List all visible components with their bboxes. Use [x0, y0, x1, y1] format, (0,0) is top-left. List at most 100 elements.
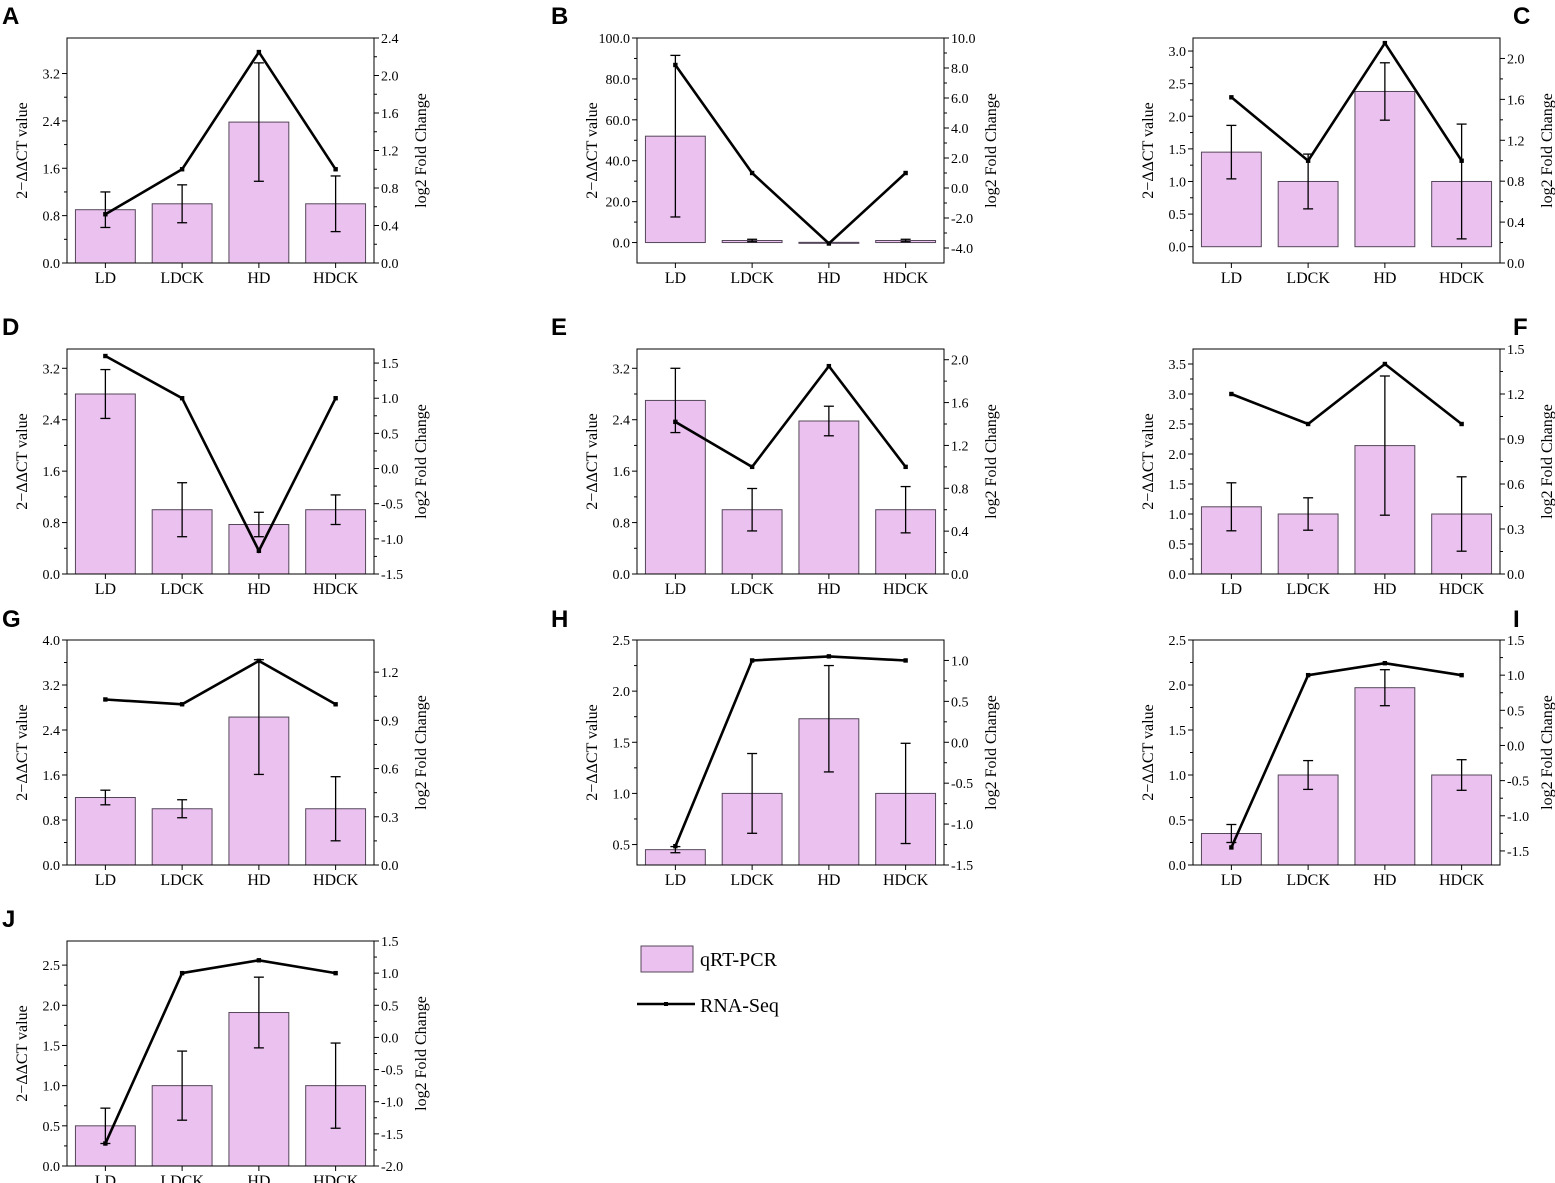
y-tick-label-d-4: 3.2	[43, 362, 61, 377]
y-tick-label-c-1: 0.5	[1169, 208, 1187, 223]
rnaseq-point-c-1	[1305, 158, 1311, 163]
bar-e-hd	[798, 420, 860, 575]
y-tick-label-g-3: 2.4	[43, 724, 61, 739]
legend-line-label: RNA-Seq	[700, 995, 779, 1017]
y-tick-label-a-3: 2.4	[43, 115, 61, 130]
rnaseq-point-f-3	[1459, 421, 1464, 427]
rnaseq-point-b-3	[903, 170, 908, 176]
y-tick-label-a-2: 1.6	[43, 162, 61, 177]
y2-tick-label-h-0: -1.5	[951, 859, 973, 874]
y2-tick-label-a-1: 0.4	[381, 220, 399, 235]
y2-tick-label-d-4: 0.5	[381, 427, 399, 442]
rnaseq-point-e-0	[673, 419, 678, 425]
legend-line-marker	[664, 1002, 668, 1006]
x-label-a-hdck: HDCK	[313, 270, 359, 287]
rnaseq-line-b	[674, 64, 907, 246]
panel-label-c: C	[1513, 3, 1530, 30]
x-label-h-ld: LD	[665, 872, 686, 889]
chart-panel-e: E 0.0 0.8 1.6 2.4 3.2 0.0 0.4 0.8 1.2 1.6 2.0 LD LDCK…	[551, 314, 1000, 598]
rnaseq-point-g-2	[256, 658, 262, 664]
y2-tick-label-g-4: 1.2	[381, 666, 399, 681]
y2-tick-label-h-4: 0.5	[951, 695, 969, 710]
rnaseq-point-a-0	[103, 212, 108, 217]
y2-tick-label-j-5: 0.5	[381, 999, 399, 1014]
rnaseq-point-g-1	[179, 702, 185, 707]
y2-tick-label-f-3: 0.9	[1507, 433, 1525, 448]
plot-frame-d	[66, 348, 375, 575]
y-tick-label-b-3: 60.0	[606, 114, 631, 129]
panel-label-a: A	[2, 3, 19, 30]
x-label-g-hdck: HDCK	[313, 872, 359, 889]
y2-tick-label-j-3: -0.5	[381, 1064, 403, 1079]
rnaseq-point-i-3	[1459, 672, 1464, 678]
legend-bar-label: qRT-PCR	[700, 949, 778, 971]
y2-axis-title-c: log2 Fold Change	[1539, 93, 1555, 208]
y-tick-label-b-0: 0.0	[613, 237, 631, 252]
y-tick-label-j-2: 1.0	[43, 1080, 61, 1095]
y2-tick-label-i-3: 0.0	[1507, 739, 1525, 754]
y2-tick-label-a-4: 1.6	[381, 107, 399, 122]
rnaseq-line-d	[104, 354, 337, 554]
x-label-h-hdck: HDCK	[883, 872, 929, 889]
rnaseq-point-h-2	[826, 654, 832, 659]
y2-tick-label-i-1: -1.0	[1507, 810, 1529, 825]
y2-tick-label-d-0: -1.5	[381, 568, 403, 583]
x-label-f-ldck: LDCK	[1286, 581, 1330, 598]
rnaseq-point-c-3	[1459, 158, 1464, 163]
rnaseq-line-a	[104, 49, 337, 216]
chart-panel-b: B 0.0 20.0 40.0 60.0 80.0 100.0 -4.0 -2.0 0.0 2.0 4…	[551, 3, 1000, 287]
y2-tick-label-g-0: 0.0	[381, 859, 399, 874]
x-label-g-ldck: LDCK	[160, 872, 204, 889]
x-label-e-hd: HD	[817, 581, 840, 598]
y2-tick-label-e-5: 2.0	[951, 354, 969, 369]
rnaseq-line-h	[674, 655, 906, 847]
panel-label-e: E	[551, 314, 567, 341]
y2-tick-label-d-5: 1.0	[381, 392, 399, 407]
y2-tick-label-c-3: 1.2	[1507, 134, 1525, 149]
y-tick-label-f-7: 3.5	[1169, 358, 1187, 373]
rnaseq-point-d-2	[256, 548, 262, 553]
y2-tick-label-h-5: 1.0	[951, 654, 969, 669]
panel-label-f: F	[1513, 314, 1528, 341]
y-tick-label-f-5: 2.5	[1169, 418, 1187, 433]
rnaseq-point-a-3	[333, 167, 338, 172]
y-tick-label-h-4: 2.5	[613, 634, 631, 649]
y2-tick-label-d-1: -1.0	[381, 533, 403, 548]
x-label-d-hd: HD	[247, 581, 270, 598]
legend-bar-swatch	[640, 945, 694, 973]
x-label-j-ld: LD	[95, 1173, 116, 1183]
rnaseq-line-f	[1230, 362, 1463, 426]
y2-tick-label-a-5: 2.0	[381, 70, 399, 85]
y-tick-label-f-3: 1.5	[1169, 478, 1187, 493]
y2-axis-title-j: log2 Fold Change	[413, 996, 430, 1111]
bar-d-ld	[74, 393, 136, 575]
y2-tick-label-i-2: -0.5	[1507, 775, 1529, 790]
y2-tick-label-b-3: 2.0	[951, 152, 969, 167]
y2-tick-label-h-2: -0.5	[951, 777, 973, 792]
y2-tick-label-e-4: 1.6	[951, 397, 969, 412]
y2-tick-label-e-1: 0.4	[951, 525, 969, 540]
y2-axis-title-g: log2 Fold Change	[413, 695, 430, 810]
y2-tick-label-c-1: 0.4	[1507, 216, 1525, 231]
chart-panel-a: A 0.0 0.8 1.6 2.4 3.2 0.0 0.4 0.8 1.2 1.6 2.0 2.4 LD L…	[2, 3, 430, 287]
y-tick-label-h-0: 0.5	[613, 839, 631, 854]
y2-tick-label-b-7: 10.0	[951, 32, 976, 47]
y-axis-title-i: 2−ΔΔCT value	[1140, 704, 1157, 800]
rnaseq-point-b-2	[826, 241, 832, 246]
y2-tick-label-j-2: -1.0	[381, 1096, 403, 1111]
rnaseq-line-j	[104, 958, 336, 1145]
y2-tick-label-d-3: 0.0	[381, 463, 399, 478]
y-tick-label-g-0: 0.0	[43, 859, 61, 874]
rnaseq-point-g-3	[333, 702, 338, 707]
y-axis-title-c: 2−ΔΔCT value	[1140, 102, 1157, 198]
y2-tick-label-c-2: 0.8	[1507, 175, 1525, 190]
rnaseq-point-f-0	[1229, 391, 1234, 397]
x-label-j-ldck: LDCK	[160, 1173, 204, 1183]
y-tick-label-b-1: 20.0	[606, 196, 631, 211]
y-tick-label-g-1: 0.8	[43, 814, 61, 829]
rnaseq-point-c-0	[1229, 95, 1234, 100]
y-tick-label-j-4: 2.0	[43, 999, 61, 1014]
y2-tick-label-e-3: 1.2	[951, 439, 969, 454]
rnaseq-point-d-1	[179, 396, 185, 401]
x-label-j-hd: HD	[247, 1173, 270, 1183]
